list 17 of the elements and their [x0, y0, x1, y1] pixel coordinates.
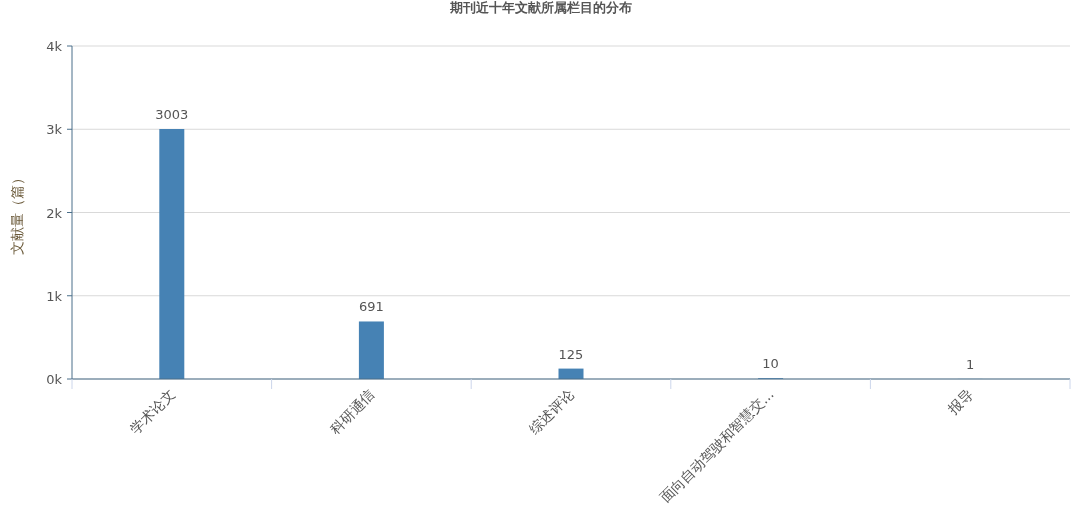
data-label: 1	[966, 356, 975, 372]
y-tick-label: 0k	[46, 372, 63, 387]
data-label: 691	[358, 299, 384, 315]
data-label: 10	[762, 356, 779, 372]
y-axis-title: 文献量（篇）	[9, 170, 25, 255]
y-tick-label: 4k	[46, 39, 63, 54]
data-label: 3003	[155, 107, 189, 122]
data-label: 125	[558, 346, 584, 362]
y-tick-label: 2k	[46, 205, 63, 221]
x-tick-label: 面向自动驾驶和智慧交...	[656, 385, 777, 506]
x-tick-label: 科研通信	[326, 385, 378, 437]
x-tick-label: 报导	[944, 385, 977, 418]
x-tick-label: 综述评论	[526, 385, 578, 437]
y-tick-label: 1k	[46, 288, 63, 304]
y-tick-label: 3k	[46, 122, 63, 138]
x-tick-label: 学术论文	[127, 385, 178, 437]
chart-title: 期刊近十年文献所属栏目的分布	[449, 0, 632, 15]
